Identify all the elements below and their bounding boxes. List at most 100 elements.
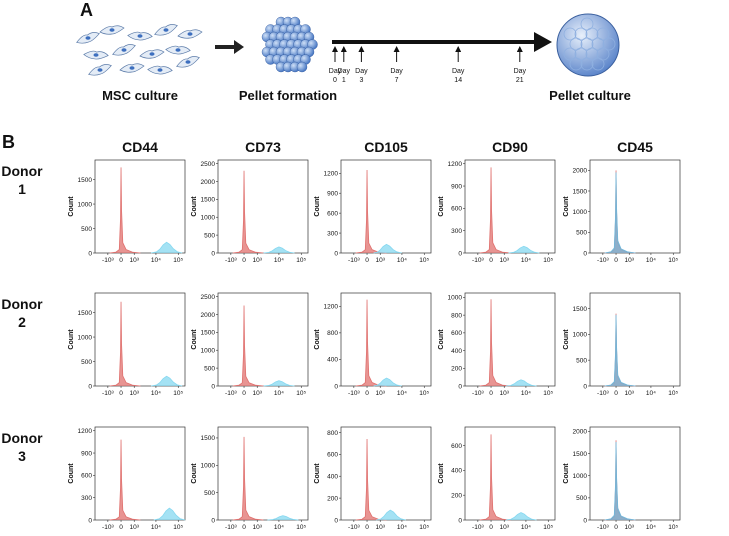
x-tick-label: 0 xyxy=(365,524,369,531)
y-tick-label: 1000 xyxy=(573,332,588,339)
x-tick-label: 10⁵ xyxy=(543,390,553,397)
y-tick-label: 2000 xyxy=(573,168,588,175)
x-tick-label: -10³ xyxy=(348,257,360,264)
y-tick-label: 0 xyxy=(583,517,587,524)
y-tick-label: 600 xyxy=(451,330,462,337)
histogram-area xyxy=(263,246,295,254)
histogram-area xyxy=(109,301,141,387)
x-tick-label: 10³ xyxy=(500,524,510,531)
x-tick-label: -10³ xyxy=(348,524,360,531)
x-tick-label: 10⁵ xyxy=(543,524,553,531)
y-tick-label: 400 xyxy=(451,348,462,355)
x-tick-label: 10⁴ xyxy=(151,524,161,531)
marker-header: CD90 xyxy=(492,139,528,155)
y-axis-label: Count xyxy=(68,463,75,484)
x-tick-label: 0 xyxy=(365,257,369,264)
x-tick-label: 0 xyxy=(614,257,618,264)
y-tick-label: 2500 xyxy=(201,161,216,168)
y-tick-label: 0 xyxy=(458,250,462,257)
x-tick-label: 0 xyxy=(489,257,493,264)
plot-frame xyxy=(217,426,309,521)
y-axis-label: Count xyxy=(191,329,198,350)
plot-frame xyxy=(464,426,556,521)
y-tick-label: 900 xyxy=(327,191,338,198)
y-tick-label: 0 xyxy=(211,517,215,524)
x-tick-label: 10³ xyxy=(130,390,140,397)
nucleus xyxy=(97,68,103,72)
y-tick-label: 400 xyxy=(327,474,338,481)
y-tick-label: 600 xyxy=(81,473,92,480)
nucleus xyxy=(157,68,163,72)
plot-frame xyxy=(340,159,432,254)
nucleus xyxy=(187,32,193,36)
x-tick-label: 10³ xyxy=(376,524,386,531)
y-tick-label: 600 xyxy=(327,210,338,217)
histogram-area xyxy=(355,299,387,387)
x-tick-label: 10³ xyxy=(130,524,140,531)
y-tick-label: 0 xyxy=(88,250,92,257)
y-tick-label: 0 xyxy=(458,517,462,524)
y-tick-label: 600 xyxy=(327,452,338,459)
plot-frame xyxy=(340,292,432,387)
x-tick-label: 10³ xyxy=(253,257,263,264)
sphere-cell xyxy=(596,47,610,61)
x-tick-label: 0 xyxy=(489,524,493,531)
sphere-cell xyxy=(591,37,605,51)
plot-frame xyxy=(589,159,681,254)
y-tick-label: 0 xyxy=(334,250,338,257)
y-tick-label: 300 xyxy=(451,228,462,235)
stage-label: Pellet formation xyxy=(239,88,337,103)
x-tick-label: 0 xyxy=(119,257,123,264)
nucleus xyxy=(149,52,155,56)
y-tick-label: 2000 xyxy=(573,429,588,436)
y-tick-label: 1500 xyxy=(78,177,93,184)
y-tick-label: 900 xyxy=(451,183,462,190)
x-tick-label: 10³ xyxy=(500,257,510,264)
nucleus xyxy=(121,48,127,52)
sphere-cell xyxy=(563,47,577,61)
y-tick-label: 1200 xyxy=(324,171,339,178)
sphere-cells xyxy=(563,17,616,71)
y-tick-label: 1000 xyxy=(201,348,216,355)
x-tick-label: 10³ xyxy=(376,390,386,397)
plot-frame xyxy=(217,159,309,254)
x-tick-label: 10³ xyxy=(376,257,386,264)
x-tick-label: 10⁴ xyxy=(151,390,161,397)
y-tick-label: 1500 xyxy=(78,310,93,317)
x-tick-label: 0 xyxy=(119,390,123,397)
y-tick-label: 1500 xyxy=(573,188,588,195)
x-tick-label: -10³ xyxy=(102,390,114,397)
x-tick-label: 0 xyxy=(119,524,123,531)
x-tick-label: 10⁵ xyxy=(668,390,678,397)
x-tick-label: 10⁴ xyxy=(646,390,656,397)
y-tick-label: 800 xyxy=(327,430,338,437)
x-tick-label: -10³ xyxy=(102,524,114,531)
y-tick-label: 1200 xyxy=(324,304,339,311)
x-tick-label: 0 xyxy=(614,390,618,397)
x-tick-label: 10⁴ xyxy=(521,524,531,531)
plot-frame xyxy=(94,292,186,387)
x-tick-label: 0 xyxy=(242,524,246,531)
y-tick-label: 200 xyxy=(451,366,462,373)
y-tick-label: 1000 xyxy=(573,209,588,216)
x-tick-label: 0 xyxy=(242,390,246,397)
nucleus xyxy=(185,60,191,64)
x-tick-label: 10⁵ xyxy=(419,524,429,531)
y-tick-label: 1000 xyxy=(448,295,463,302)
histogram-area xyxy=(109,439,141,521)
y-tick-label: 500 xyxy=(81,359,92,366)
y-tick-label: 0 xyxy=(583,250,587,257)
histogram-area xyxy=(479,167,511,254)
plot-frame xyxy=(340,426,432,521)
stage-label: Pellet culture xyxy=(549,88,631,103)
day-number: 21 xyxy=(516,77,524,84)
y-tick-label: 2500 xyxy=(201,294,216,301)
y-tick-label: 200 xyxy=(451,493,462,500)
x-tick-label: 10⁵ xyxy=(296,524,306,531)
stage-label: MSC culture xyxy=(102,88,178,103)
y-tick-label: 1500 xyxy=(573,306,588,313)
y-tick-label: 800 xyxy=(451,312,462,319)
histogram-area xyxy=(263,380,295,387)
x-tick-label: 10⁵ xyxy=(668,524,678,531)
y-axis-label: Count xyxy=(438,329,445,350)
